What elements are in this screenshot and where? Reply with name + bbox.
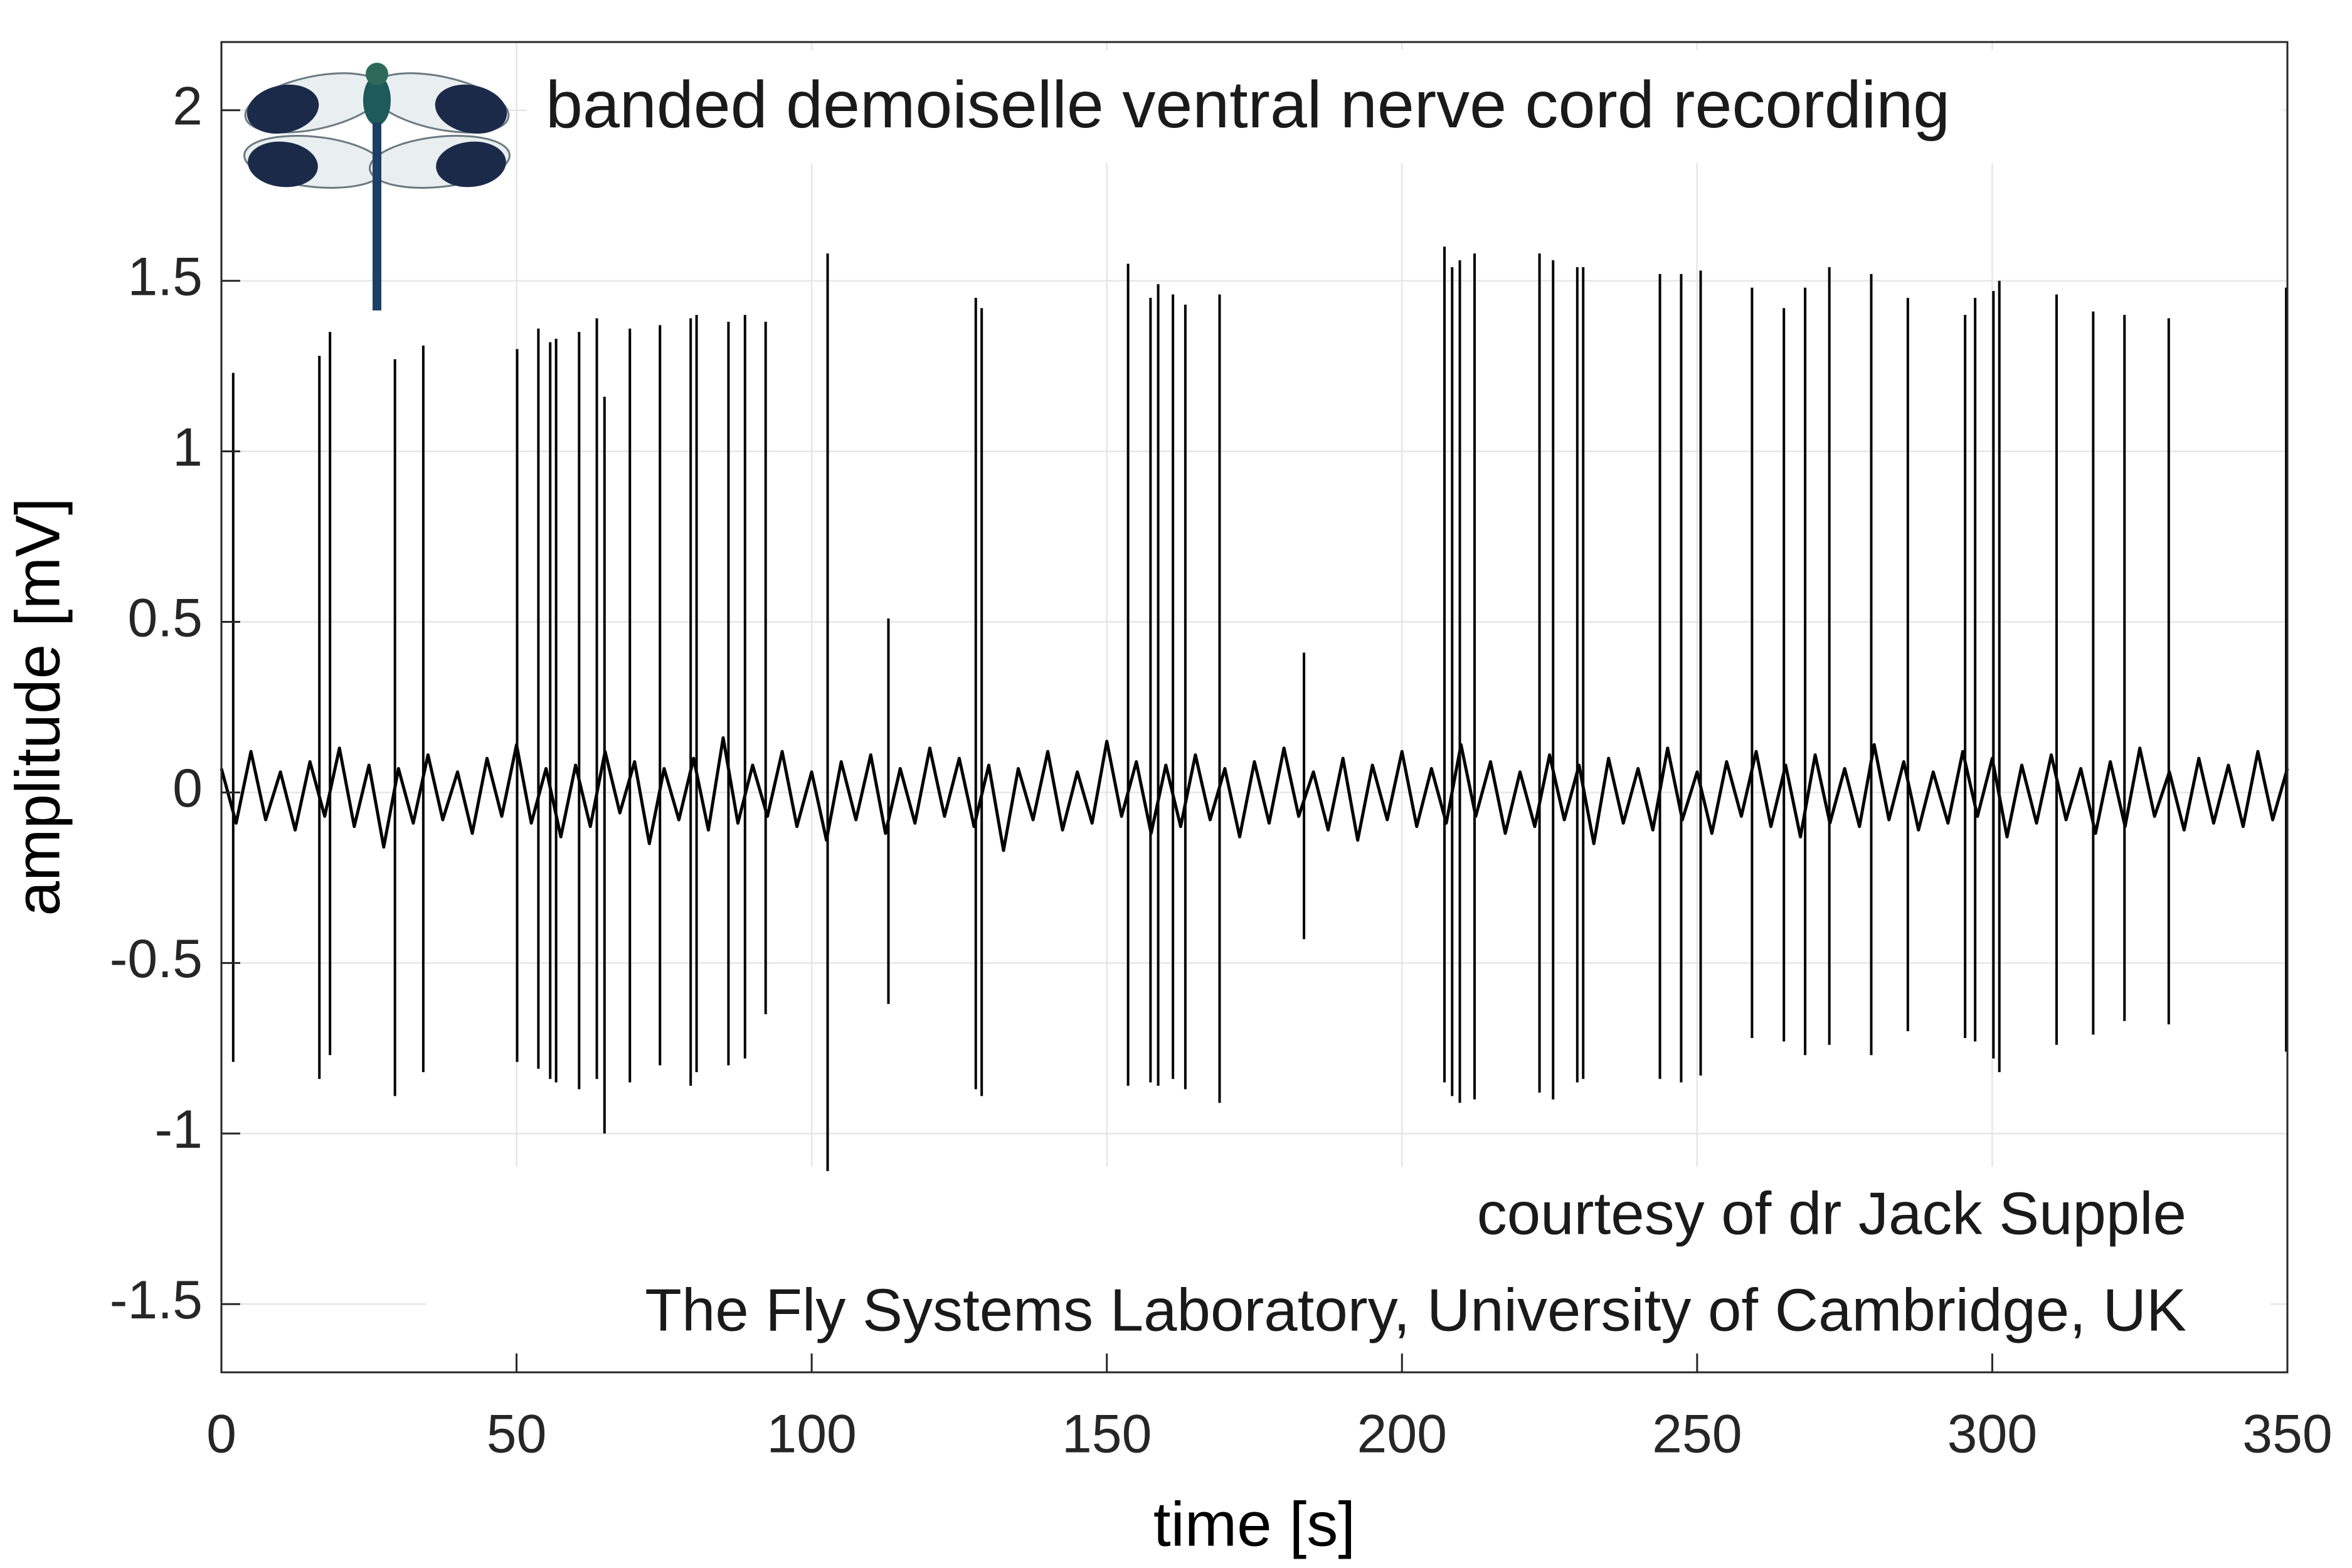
- y-tick-label: -0.5: [110, 929, 203, 989]
- wing-band: [435, 84, 507, 134]
- y-axis-label: amplitude [mV]: [3, 498, 73, 916]
- head: [366, 63, 388, 85]
- credit-backdrop: [426, 1167, 2270, 1367]
- wing-band: [248, 141, 318, 188]
- x-tick-label: 150: [1062, 1404, 1152, 1465]
- y-tick-label: 1.5: [127, 246, 203, 307]
- credit: The Fly Systems Laboratory, University o…: [645, 1276, 2186, 1343]
- x-tick-label: 100: [766, 1404, 857, 1465]
- credit: courtesy of dr Jack Supple: [1477, 1180, 2186, 1247]
- y-tick-label: 1: [172, 417, 203, 477]
- wing-band: [246, 84, 319, 134]
- abdomen: [373, 122, 381, 310]
- x-tick-label: 200: [1357, 1404, 1448, 1465]
- x-tick-label: 50: [487, 1404, 547, 1465]
- thorax: [363, 75, 391, 125]
- dragonfly-icon: [243, 63, 511, 310]
- x-tick-label: 300: [1947, 1404, 2038, 1465]
- title-backdrop: [527, 50, 2283, 163]
- plot-frame: [220, 41, 2289, 1374]
- wing-band: [436, 141, 506, 188]
- signal-trace: [220, 736, 2289, 852]
- ticks: 0 50 100 150 200 250 300 350 -1.5 -1 -0.5 0 0.5 1 1.5 2: [110, 76, 2333, 1464]
- y-tick-label: 0: [172, 758, 203, 818]
- y-tick-label: 2: [172, 76, 203, 136]
- y-tick-label: -1.5: [110, 1270, 203, 1330]
- trace: [220, 246, 2289, 1172]
- x-axis-label: time [s]: [1153, 1489, 1355, 1559]
- x-tick-label: 350: [2242, 1404, 2333, 1465]
- chart-title: banded demoiselle ventral nerve cord rec…: [546, 68, 1950, 142]
- x-tick-label: 0: [206, 1404, 236, 1465]
- y-tick-label: 0.5: [127, 588, 203, 648]
- x-tick-label: 250: [1652, 1404, 1742, 1465]
- y-tick-label: -1: [155, 1099, 203, 1160]
